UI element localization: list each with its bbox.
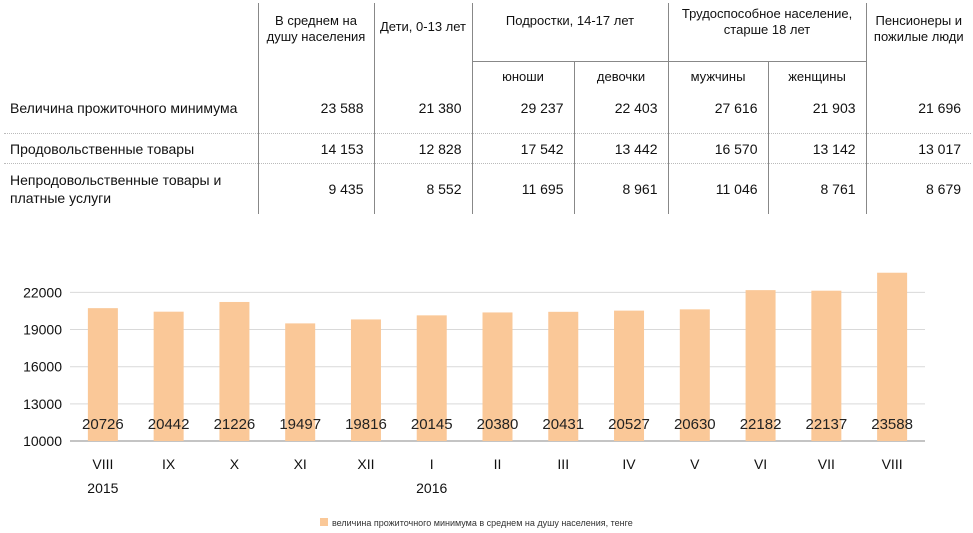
header-per-capita: В среднем на душу населения	[257, 3, 374, 84]
bar-value-label: 19497	[279, 416, 321, 433]
x-tick-label: X	[230, 456, 240, 472]
header-men: мужчины	[667, 60, 769, 84]
bar	[745, 290, 776, 441]
bar-value-label: 22137	[805, 416, 847, 433]
x-tick-label: IV	[622, 456, 636, 472]
bar-value-label: 23588	[871, 416, 913, 433]
y-tick-label: 10000	[23, 433, 62, 449]
year-label: 2015	[87, 480, 118, 496]
table-cell: 21 380	[373, 83, 472, 134]
header-teens: Подростки, 14-17 лет	[471, 3, 669, 61]
bar-value-label: 20630	[674, 416, 716, 433]
bar	[614, 310, 645, 441]
bar	[87, 308, 118, 441]
x-tick-label: I	[430, 456, 434, 472]
bar-value-label: 20431	[542, 416, 584, 433]
table-cell: 14 153	[257, 133, 374, 164]
header-working: Трудоспособное население, старше 18 лет	[667, 3, 867, 61]
bar	[679, 309, 710, 441]
y-tick-label: 19000	[23, 322, 62, 338]
x-tick-label: II	[494, 456, 502, 472]
table-row: Величина прожиточного минимума 23 588 21 3…	[4, 83, 972, 134]
table-body: Величина прожиточного минимума 23 588 21 3…	[4, 83, 972, 214]
y-tick-label: 13000	[23, 396, 62, 412]
bar-value-label: 22182	[740, 416, 782, 433]
table-row: Непродовольственные товары и платные усл…	[4, 163, 972, 214]
table-cell: 21 696	[865, 83, 972, 134]
bar	[350, 319, 381, 441]
year-label: 2016	[416, 480, 447, 496]
chart-legend: величина прожиточного минимума в среднем…	[320, 518, 633, 528]
x-tick-label: III	[557, 456, 569, 472]
bar	[482, 312, 513, 441]
table-cell: 12 828	[373, 133, 472, 164]
bar	[548, 311, 579, 441]
row-label: Непродовольственные товары и платные усл…	[4, 163, 258, 214]
x-tick-label: IX	[162, 456, 176, 472]
subsistence-table: В среднем на душу населения Дети, 0-13 л…	[4, 3, 972, 214]
table-row: Продовольственные товары 14 153 12 828 17 5…	[4, 133, 972, 164]
x-tick-label: VIII	[882, 456, 903, 472]
header-pensioners: Пенсионеры и пожилые люди	[865, 3, 972, 84]
subsistence-bar-chart: 10000 13000 16000 19000 22000 20726 20442 2122…	[23, 272, 925, 528]
table-cell: 11 695	[471, 163, 574, 214]
bar-value-label: 19816	[345, 416, 387, 433]
header-boys: юноши	[471, 60, 574, 84]
bar	[877, 272, 908, 441]
corner-cell	[4, 3, 258, 84]
table-cell: 21 903	[767, 83, 867, 134]
x-tick-label: VIII	[92, 456, 113, 472]
chart-y-axis: 10000 13000 16000 19000 22000	[23, 284, 62, 449]
header-women: женщины	[767, 60, 867, 84]
table-cell: 11 046	[667, 163, 769, 214]
x-tick-label: VII	[818, 456, 835, 472]
legend-swatch	[320, 518, 328, 526]
y-tick-label: 22000	[23, 284, 62, 300]
chart-bars: 20726 20442 21226 19497 19816 20145 20380 20431…	[82, 272, 913, 441]
x-tick-label: V	[690, 456, 700, 472]
header-girls: девочки	[573, 60, 669, 84]
bar	[416, 315, 447, 441]
y-tick-label: 16000	[23, 359, 62, 375]
table-cell: 13 442	[573, 133, 669, 164]
x-tick-label: XII	[357, 456, 374, 472]
x-tick-label: XI	[294, 456, 307, 472]
table-cell: 22 403	[573, 83, 669, 134]
table-cell: 8 761	[767, 163, 867, 214]
table-cell: 8 552	[373, 163, 472, 214]
table-cell: 27 616	[667, 83, 769, 134]
row-label: Продовольственные товары	[4, 133, 258, 164]
row-label: Величина прожиточного минимума	[10, 100, 238, 117]
table-cell: 16 570	[667, 133, 769, 164]
x-tick-label: VI	[754, 456, 767, 472]
bar-value-label: 20527	[608, 416, 650, 433]
table-cell: 13 142	[767, 133, 867, 164]
header-children: Дети, 0-13 лет	[373, 3, 472, 84]
bar	[811, 290, 842, 441]
table-cell: 13 017	[865, 133, 972, 164]
bar	[219, 301, 250, 441]
bar-value-label: 20442	[148, 416, 190, 433]
bar-value-label: 20145	[411, 416, 453, 433]
table-cell: 17 542	[471, 133, 574, 164]
bar-value-label: 21226	[214, 416, 256, 433]
bar-value-label: 20726	[82, 416, 124, 433]
bar-value-label: 20380	[477, 416, 519, 433]
bar	[285, 323, 316, 441]
table-cell: 8 961	[573, 163, 669, 214]
bar	[153, 311, 184, 441]
table-cell: 8 679	[865, 163, 972, 214]
table-cell: 23 588	[257, 83, 374, 134]
table-cell: 29 237	[471, 83, 574, 134]
table-cell: 9 435	[257, 163, 374, 214]
legend-label: величина прожиточного минимума в среднем…	[332, 518, 633, 528]
